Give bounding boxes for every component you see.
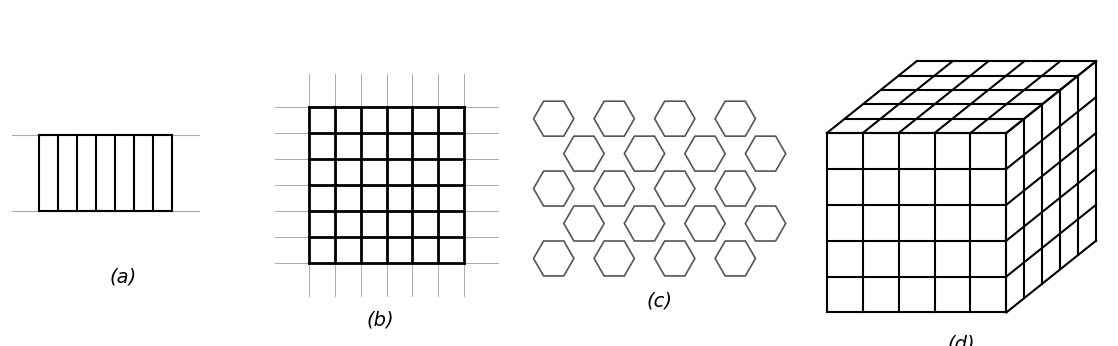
Polygon shape <box>654 241 695 276</box>
Polygon shape <box>624 206 665 241</box>
Polygon shape <box>594 171 634 206</box>
Text: (b): (b) <box>367 311 394 330</box>
Polygon shape <box>533 101 574 136</box>
Polygon shape <box>685 136 726 171</box>
Polygon shape <box>654 101 695 136</box>
Polygon shape <box>594 101 634 136</box>
Polygon shape <box>1006 61 1096 312</box>
Polygon shape <box>624 136 665 171</box>
Polygon shape <box>563 206 604 241</box>
Text: (d): (d) <box>948 334 975 346</box>
Text: (c): (c) <box>646 292 673 311</box>
Polygon shape <box>716 241 756 276</box>
Polygon shape <box>827 61 1096 133</box>
Polygon shape <box>533 171 574 206</box>
Polygon shape <box>746 206 786 241</box>
Polygon shape <box>533 241 574 276</box>
Polygon shape <box>654 171 695 206</box>
Polygon shape <box>716 171 756 206</box>
Text: (a): (a) <box>110 267 136 286</box>
Polygon shape <box>594 241 634 276</box>
Polygon shape <box>563 136 604 171</box>
Polygon shape <box>827 133 1006 312</box>
Polygon shape <box>716 101 756 136</box>
Polygon shape <box>685 206 726 241</box>
Polygon shape <box>746 136 786 171</box>
